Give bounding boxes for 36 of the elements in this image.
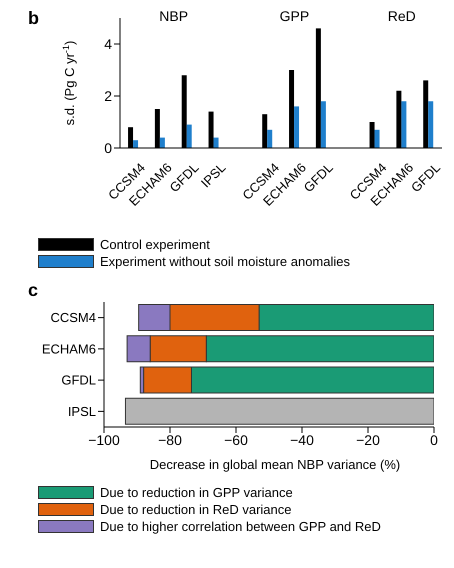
x-tick-label: −40: [290, 432, 314, 448]
x-tick-label: IPSL: [198, 160, 228, 190]
chart-title: c: [28, 280, 38, 301]
y-tick-label: CCSM4: [50, 310, 96, 326]
y-tick-label: 0: [104, 140, 112, 156]
chart-title: b: [28, 8, 39, 29]
bar: [320, 101, 326, 148]
bar: [428, 101, 434, 148]
y-tick-label: GFDL: [61, 372, 96, 388]
x-tick-label: −80: [158, 432, 182, 448]
legend-label: Due to higher correlation between GPP and ReD: [100, 518, 381, 535]
y-tick-label: 2: [104, 88, 112, 104]
bar: [401, 101, 406, 148]
x-axis-title: Decrease in global mean NBP variance (%): [148, 457, 402, 472]
y-tick-label: ECHAM6: [42, 341, 96, 356]
bar: [133, 140, 138, 148]
legend-label: Due to reduction in ReD variance: [100, 501, 292, 518]
bar: [186, 124, 192, 148]
x-tick-label: −20: [356, 432, 380, 448]
legend-label: Experiment without soil moisture anomalies: [100, 253, 350, 270]
legend-label: Due to reduction in GPP variance: [100, 484, 293, 501]
x-tick-label: −60: [224, 432, 248, 448]
bar: [214, 138, 219, 148]
bar: [267, 130, 272, 148]
annotation: GPP: [278, 8, 310, 24]
bar: [374, 130, 380, 148]
y-tick-label: 4: [104, 36, 112, 52]
x-tick-label: −100: [88, 432, 120, 448]
x-tick-label: 0: [430, 432, 438, 448]
bar: [160, 138, 165, 148]
legend-label: Control experiment: [100, 236, 210, 253]
annotation: NBP: [158, 8, 190, 24]
y-tick-label: IPSL: [68, 404, 96, 419]
bar: [124, 398, 434, 425]
bar: [294, 106, 300, 148]
annotation: ReD: [386, 8, 417, 24]
